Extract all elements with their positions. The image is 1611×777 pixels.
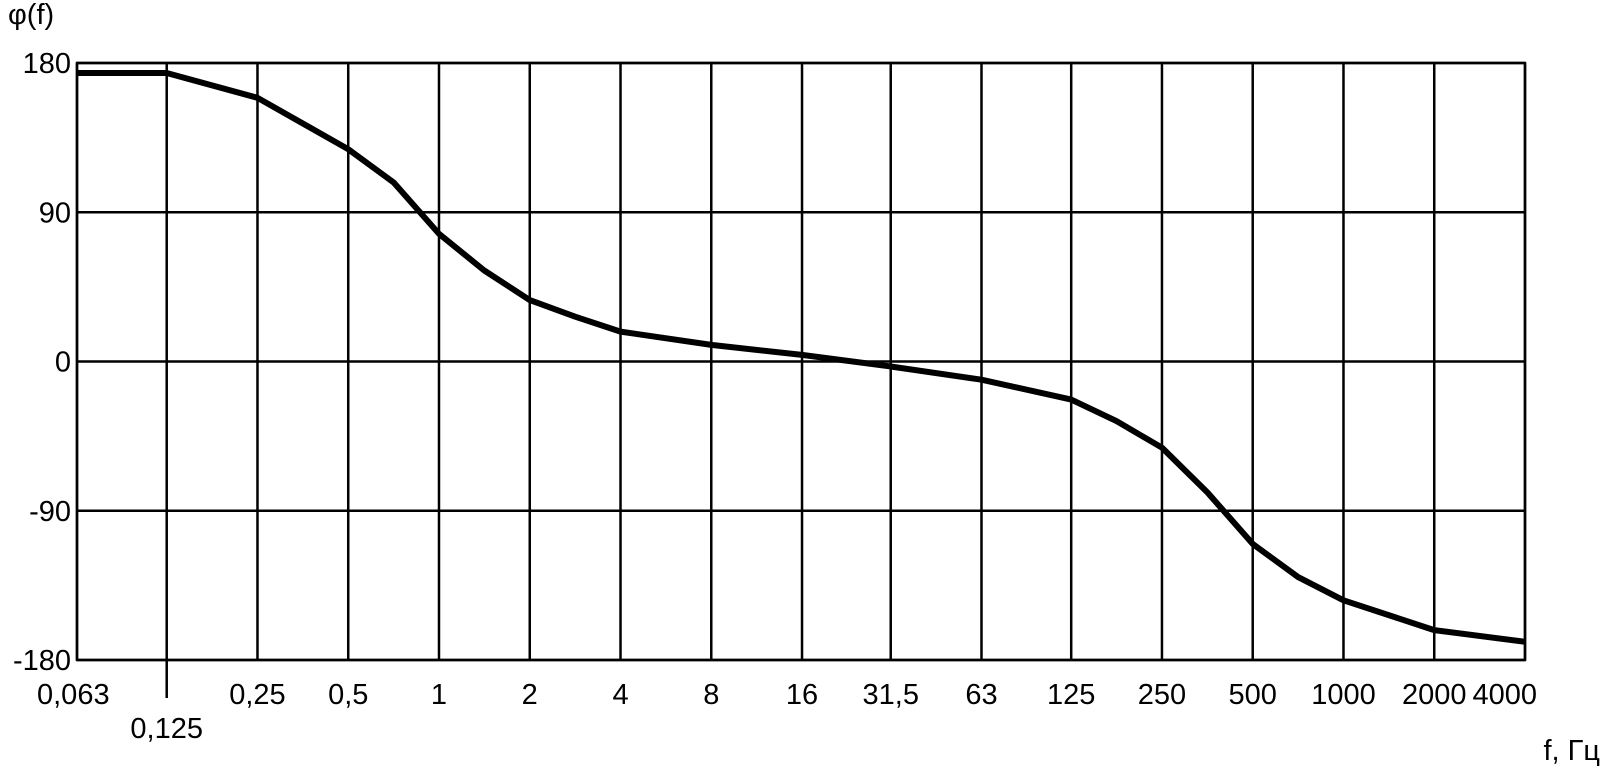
x-tick-label: 1 bbox=[431, 679, 447, 711]
y-tick-label: -180 bbox=[13, 645, 71, 677]
x-tick-label: 16 bbox=[786, 679, 818, 711]
y-tick-label: 0 bbox=[55, 347, 71, 379]
x-tick-label: 4 bbox=[612, 679, 628, 711]
x-tick-label: 0,5 bbox=[328, 679, 368, 711]
x-tick-label: 0,125 bbox=[130, 713, 203, 745]
x-tick-label: 125 bbox=[1047, 679, 1095, 711]
x-tick-label: 4000 bbox=[1472, 679, 1537, 711]
x-tick-label: 2 bbox=[522, 679, 538, 711]
plot-frame bbox=[75, 61, 1527, 662]
x-tick-label: 2000 bbox=[1402, 679, 1467, 711]
x-tick-label: 250 bbox=[1138, 679, 1186, 711]
x-tick-label: 31,5 bbox=[863, 679, 919, 711]
y-tick-label: 90 bbox=[39, 197, 71, 229]
x-tick-label: 63 bbox=[965, 679, 997, 711]
y-tick-label: 180 bbox=[23, 48, 71, 80]
curve bbox=[77, 70, 1526, 645]
x-axis-label: f, Гц bbox=[1544, 735, 1601, 767]
x-tick-label: 8 bbox=[703, 679, 719, 711]
x-tick-label: 0,25 bbox=[229, 679, 285, 711]
y-tick-label: -90 bbox=[29, 496, 71, 528]
x-tick-label: 0,063 bbox=[37, 679, 110, 711]
x-tick-label: 1000 bbox=[1311, 679, 1376, 711]
x-tick-label: 500 bbox=[1229, 679, 1277, 711]
y-axis-label: φ(f) bbox=[8, 0, 54, 31]
